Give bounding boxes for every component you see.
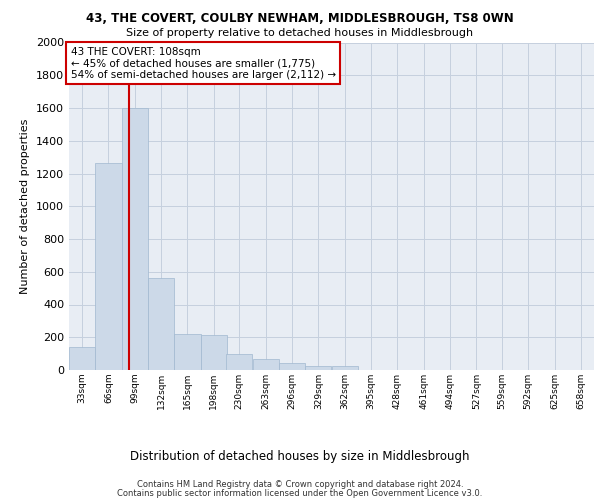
Bar	[69, 347, 95, 370]
Bar	[305, 366, 331, 370]
Bar	[201, 335, 227, 370]
Text: Contains HM Land Registry data © Crown copyright and database right 2024.: Contains HM Land Registry data © Crown c…	[137, 480, 463, 489]
Bar	[175, 334, 200, 370]
Bar	[253, 358, 279, 370]
Bar	[122, 108, 148, 370]
Bar	[226, 354, 253, 370]
Text: Contains public sector information licensed under the Open Government Licence v3: Contains public sector information licen…	[118, 488, 482, 498]
Bar	[95, 163, 122, 370]
Text: Distribution of detached houses by size in Middlesbrough: Distribution of detached houses by size …	[130, 450, 470, 463]
Bar	[279, 362, 305, 370]
Y-axis label: Number of detached properties: Number of detached properties	[20, 118, 31, 294]
Text: 43, THE COVERT, COULBY NEWHAM, MIDDLESBROUGH, TS8 0WN: 43, THE COVERT, COULBY NEWHAM, MIDDLESBR…	[86, 12, 514, 26]
Bar	[332, 366, 358, 370]
Text: 43 THE COVERT: 108sqm
← 45% of detached houses are smaller (1,775)
54% of semi-d: 43 THE COVERT: 108sqm ← 45% of detached …	[71, 46, 336, 80]
Text: Size of property relative to detached houses in Middlesbrough: Size of property relative to detached ho…	[127, 28, 473, 38]
Bar	[148, 278, 174, 370]
